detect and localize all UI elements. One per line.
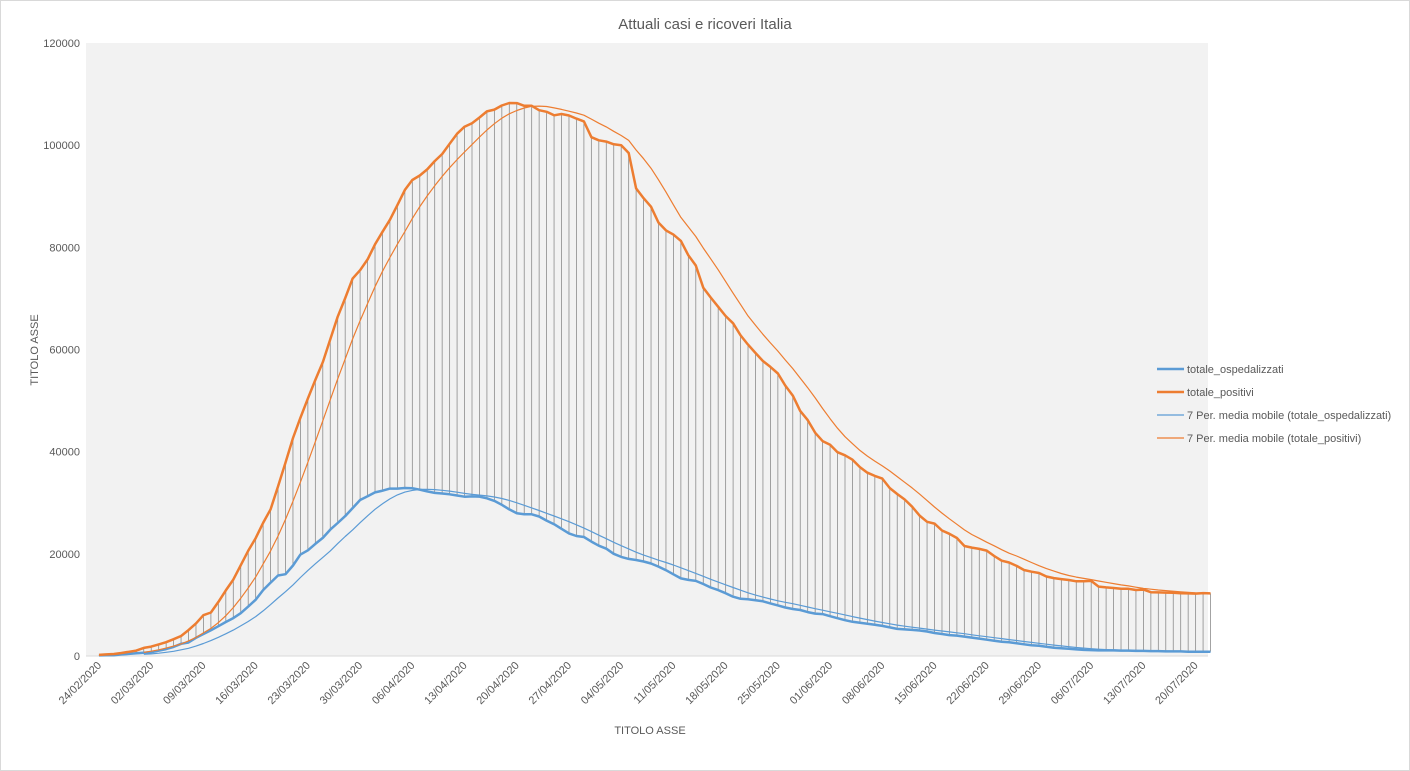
y-tick-label: 120000 [43,38,80,50]
y-tick-label: 0 [74,651,80,663]
y-tick-label: 100000 [43,140,80,152]
series-line-3 [143,105,1211,653]
legend-label: totale_ospedalizzati [1187,364,1284,376]
legend-label: 7 Per. media mobile (totale_positivi) [1187,433,1361,445]
x-axis-title: TITOLO ASSE [614,725,685,737]
y-tick-label: 80000 [49,242,80,254]
y-axis-title: TITOLO ASSE [29,314,41,385]
legend-label: totale_positivi [1187,387,1254,399]
legend-label: 7 Per. media mobile (totale_ospedalizzat… [1187,410,1391,422]
series-line-1 [98,101,1211,657]
series-line-2 [143,488,1211,655]
series-line-0 [98,486,1211,657]
legend: totale_ospedalizzati totale_positivi 7 Per… [1157,364,1391,445]
y-tick-label: 20000 [49,549,80,561]
chart-title: Attuali casi e ricoveri Italia [618,16,792,33]
plot-area [86,43,1208,656]
y-tick-label: 40000 [49,447,80,459]
y-tick-label: 60000 [49,345,80,357]
